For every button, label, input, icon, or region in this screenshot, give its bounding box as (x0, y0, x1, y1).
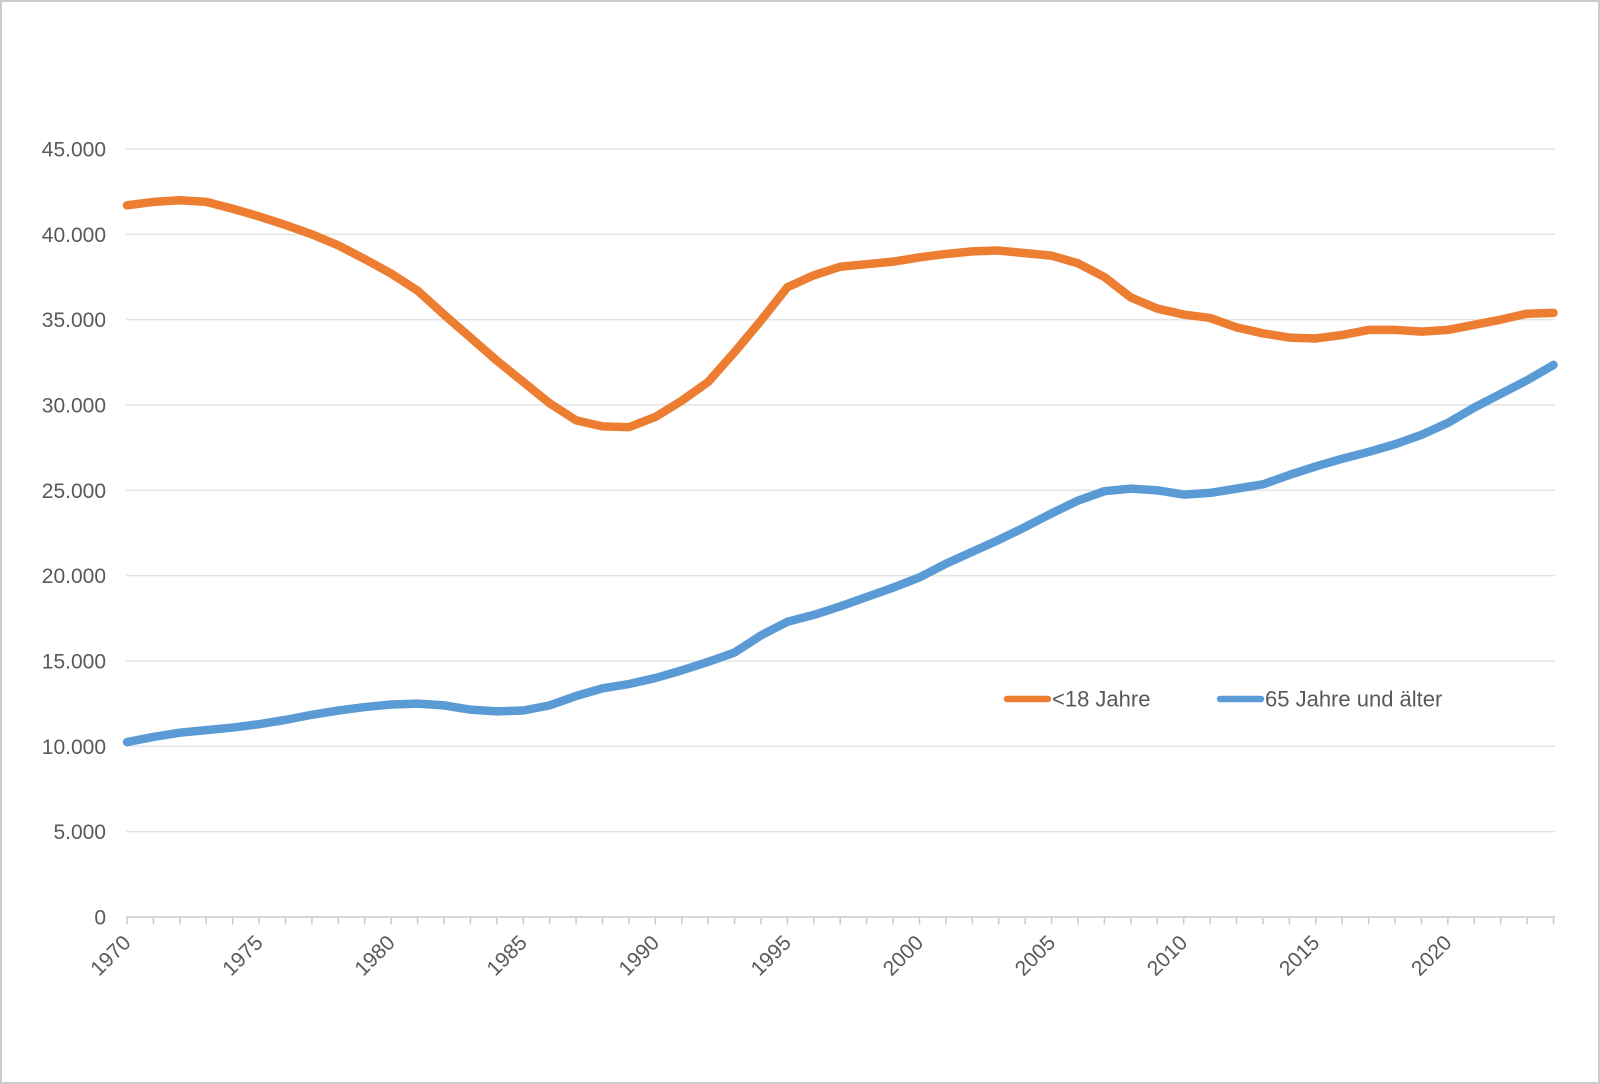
y-axis-labels: 0 5.000 10.000 15.000 20.000 25.000 30.000 35.0… (42, 139, 106, 930)
x-axis-label: 1995 (747, 931, 796, 980)
x-axis-label: 2020 (1407, 931, 1456, 980)
x-axis-label: 1980 (350, 931, 399, 980)
y-axis-label: 45.000 (42, 139, 106, 162)
y-axis-label: 35.000 (42, 309, 106, 332)
y-axis-label: 5.000 (53, 821, 106, 844)
series-line-under-18 (122, 195, 1558, 432)
y-axis-label: 30.000 (42, 395, 106, 418)
x-axis-label: 2005 (1011, 931, 1060, 980)
x-axis-label: 2015 (1275, 931, 1324, 980)
legend: <18 Jahre 65 Jahre und älter (1003, 687, 1442, 712)
legend-label: 65 Jahre und älter (1265, 687, 1442, 712)
legend-item-under-18: <18 Jahre (1003, 687, 1150, 712)
series-line-65-plus (122, 360, 1558, 747)
x-axis-label: 2000 (879, 931, 928, 980)
y-axis-label: 40.000 (42, 224, 106, 247)
x-axis-label: 1985 (482, 931, 531, 980)
x-axis-label: 1970 (86, 931, 135, 980)
legend-label: <18 Jahre (1052, 687, 1150, 712)
y-axis-label: 0 (94, 907, 106, 930)
x-axis-ticks (126, 918, 1555, 925)
y-axis-label: 10.000 (42, 736, 106, 759)
x-axis-label: 1990 (615, 931, 664, 980)
x-axis-labels: 1970 1975 1980 1985 1990 1995 2000 2005 2010 2015… (86, 931, 1456, 980)
y-axis-label: 20.000 (42, 565, 106, 588)
legend-item-65-plus: 65 Jahre und älter (1216, 687, 1442, 712)
x-axis-label: 2010 (1143, 931, 1192, 980)
y-axis-label: 25.000 (42, 480, 106, 503)
y-axis-label: 15.000 (42, 651, 106, 674)
x-axis-label: 1975 (218, 931, 267, 980)
gridlines (126, 148, 1555, 833)
